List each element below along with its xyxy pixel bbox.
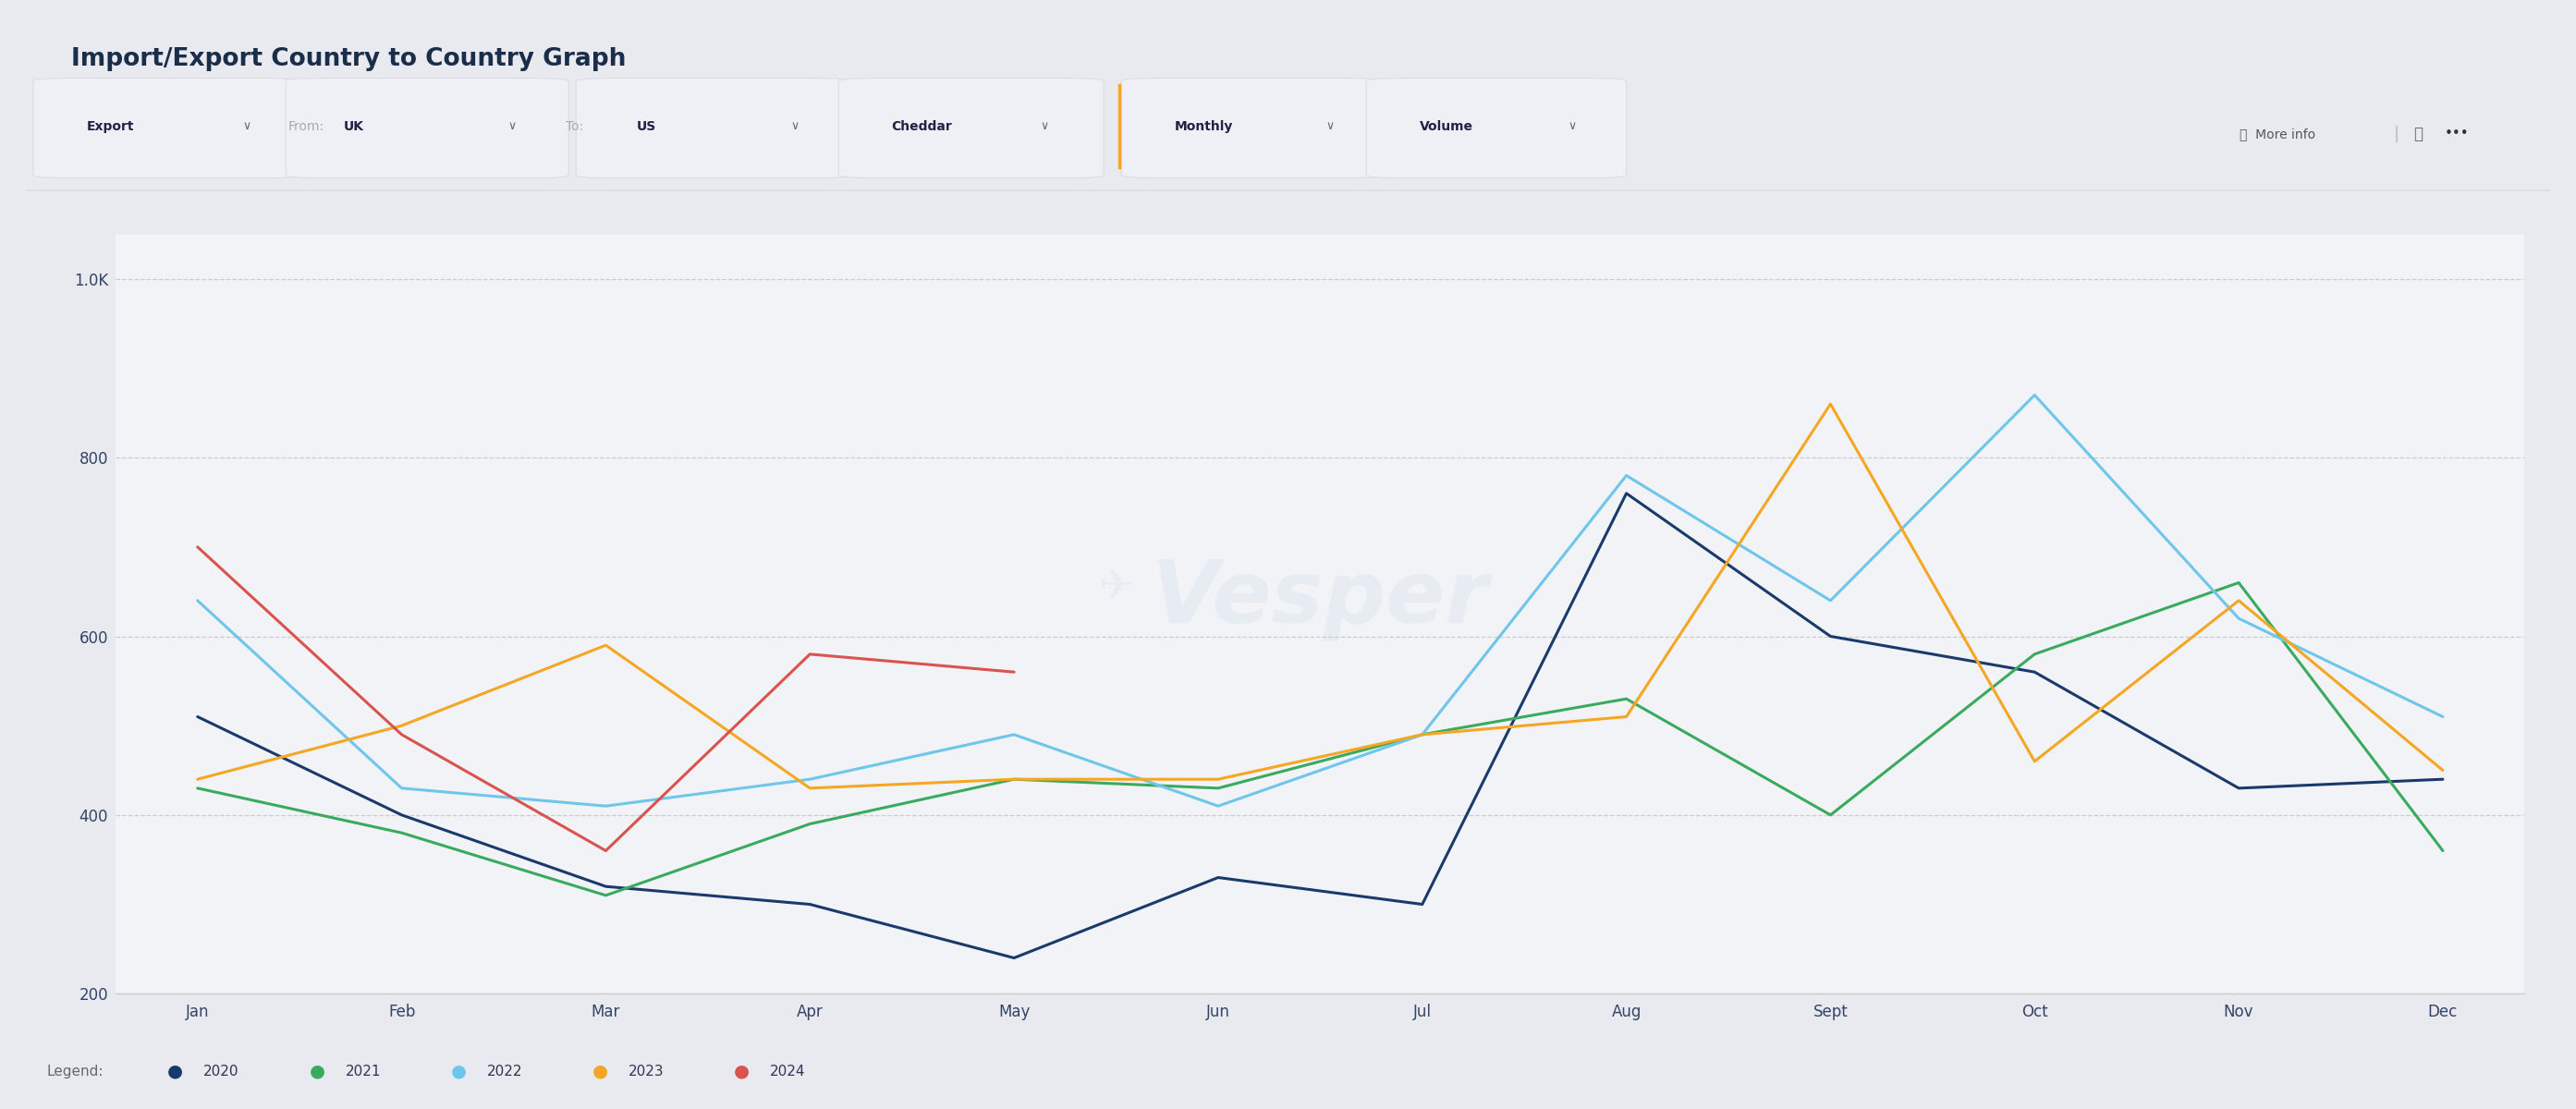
Text: 2022: 2022 xyxy=(487,1065,523,1078)
Text: ●: ● xyxy=(167,1062,183,1080)
Text: ∨: ∨ xyxy=(1569,120,1577,132)
Text: Volume: Volume xyxy=(1419,120,1473,133)
FancyBboxPatch shape xyxy=(1365,78,1625,179)
Text: ∨: ∨ xyxy=(242,120,252,132)
Text: Legend:: Legend: xyxy=(46,1065,103,1078)
Text: ●: ● xyxy=(451,1062,466,1080)
FancyBboxPatch shape xyxy=(1121,78,1383,179)
FancyBboxPatch shape xyxy=(840,78,1103,179)
Text: ∨: ∨ xyxy=(791,120,799,132)
Text: To:: To: xyxy=(567,120,585,133)
Text: From:: From: xyxy=(289,120,325,133)
Text: Monthly: Monthly xyxy=(1175,120,1234,133)
Text: ●: ● xyxy=(309,1062,325,1080)
FancyBboxPatch shape xyxy=(33,78,301,179)
FancyBboxPatch shape xyxy=(577,78,850,179)
Text: 2023: 2023 xyxy=(629,1065,665,1078)
Text: Vesper: Vesper xyxy=(1151,557,1489,641)
Text: 2024: 2024 xyxy=(770,1065,806,1078)
Text: Cheddar: Cheddar xyxy=(891,120,953,133)
Text: Import/Export Country to Country Graph: Import/Export Country to Country Graph xyxy=(72,47,626,71)
FancyBboxPatch shape xyxy=(286,78,569,179)
Text: UK: UK xyxy=(343,120,363,133)
Text: Export: Export xyxy=(88,120,134,133)
Text: ●: ● xyxy=(592,1062,608,1080)
Text: ∨: ∨ xyxy=(1327,120,1334,132)
Text: ∨: ∨ xyxy=(1041,120,1048,132)
Text: ⓘ  More info: ⓘ More info xyxy=(2239,128,2316,140)
Text: |: | xyxy=(2393,125,2398,142)
Text: ✈: ✈ xyxy=(1097,568,1133,608)
Text: •••: ••• xyxy=(2445,126,2468,141)
Text: 2021: 2021 xyxy=(345,1065,381,1078)
Text: ∨: ∨ xyxy=(507,120,515,132)
Text: ●: ● xyxy=(734,1062,750,1080)
Text: 🖼: 🖼 xyxy=(2414,125,2424,142)
Text: 2020: 2020 xyxy=(204,1065,240,1078)
Text: US: US xyxy=(636,120,657,133)
